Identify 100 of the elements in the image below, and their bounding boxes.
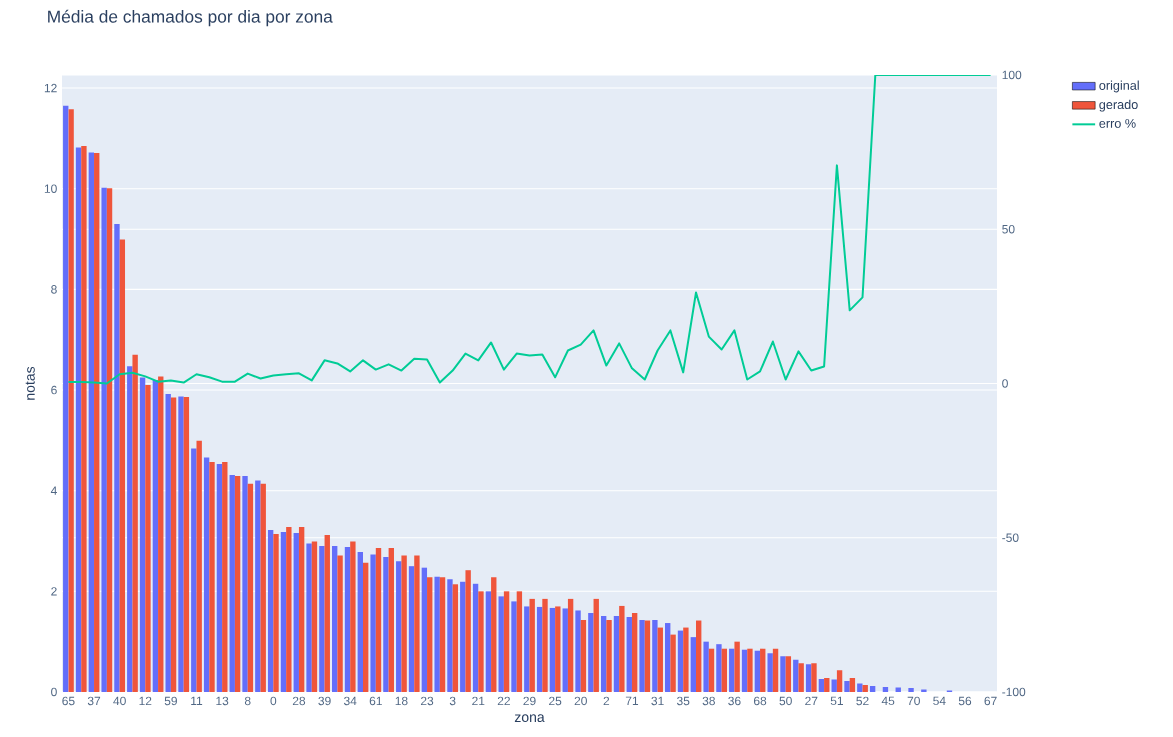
bar <box>665 623 671 692</box>
bar <box>242 476 248 692</box>
x-tick-label: 27 <box>805 696 818 706</box>
bar <box>388 548 394 692</box>
bar <box>734 641 740 692</box>
x-tick-label: 52 <box>856 696 869 706</box>
bar <box>798 663 804 692</box>
x-tick-label: 51 <box>830 696 843 706</box>
bar <box>862 684 868 692</box>
bar <box>332 546 338 692</box>
y2-tick-label: 50 <box>1002 224 1015 234</box>
bar <box>401 555 407 692</box>
bar <box>165 394 171 692</box>
bar <box>760 648 766 692</box>
x-tick-label: 35 <box>676 696 690 706</box>
bar <box>319 546 325 692</box>
bar <box>324 534 330 692</box>
x-tick-label: 65 <box>62 696 75 706</box>
x-tick-label: 22 <box>497 696 510 706</box>
bar <box>460 581 466 692</box>
bar <box>498 596 504 692</box>
x-tick-label: 68 <box>753 696 767 706</box>
bar <box>549 607 556 692</box>
bar <box>631 612 638 692</box>
bar <box>357 552 363 692</box>
bar <box>434 576 440 692</box>
bar <box>363 562 369 692</box>
bar <box>414 555 420 692</box>
bar <box>421 567 428 692</box>
y-tick-label: 0 <box>51 687 57 697</box>
bar <box>234 476 241 692</box>
bar <box>882 686 889 692</box>
y-tick-label: 10 <box>44 184 57 193</box>
bar <box>63 105 69 692</box>
bar <box>478 591 484 692</box>
bar <box>580 620 587 692</box>
bar <box>286 526 292 692</box>
legend-label: gerado <box>1099 99 1138 112</box>
bar <box>529 598 535 692</box>
bar <box>196 440 202 692</box>
y2-tick-label: -50 <box>1002 533 1019 542</box>
bar <box>844 680 850 692</box>
bar <box>729 648 735 692</box>
bar <box>908 687 914 692</box>
bar <box>152 379 159 692</box>
bar <box>703 641 709 692</box>
bar <box>491 577 497 692</box>
legend-label: original <box>1099 80 1139 93</box>
bar <box>370 554 376 692</box>
bar <box>447 579 453 692</box>
y2-tick-label: 0 <box>1002 379 1008 388</box>
bar <box>811 663 817 692</box>
bar <box>600 615 607 692</box>
bar <box>383 557 389 692</box>
x-tick-label: 18 <box>395 696 408 706</box>
bar <box>562 608 568 692</box>
y-tick-label: 12 <box>44 83 57 93</box>
x-tick-label: 3 <box>449 696 456 706</box>
bar <box>132 354 138 692</box>
x-tick-label: 13 <box>216 696 229 706</box>
bar <box>75 147 82 692</box>
x-tick-label: 2 <box>603 696 610 706</box>
x-tick-label: 28 <box>292 696 306 706</box>
x-tick-label: 45 <box>881 696 895 706</box>
bar <box>216 464 223 692</box>
bar <box>516 591 523 692</box>
bar <box>503 591 510 692</box>
y2-tick-label: -100 <box>1002 687 1026 697</box>
bar <box>619 605 625 692</box>
bar <box>785 656 792 692</box>
bar <box>670 634 676 692</box>
bar <box>831 679 837 692</box>
bar <box>626 617 632 692</box>
bar <box>818 678 825 692</box>
bar <box>396 561 402 692</box>
bar <box>780 656 786 692</box>
bar <box>606 620 612 692</box>
x-tick-label: 59 <box>164 696 177 706</box>
bar <box>298 526 305 692</box>
bar <box>158 376 164 692</box>
bar <box>191 448 197 692</box>
bar <box>741 649 748 692</box>
bar <box>716 644 722 692</box>
x-tick-label: 40 <box>113 696 126 706</box>
bar <box>754 650 761 692</box>
bar <box>857 683 863 692</box>
x-tick-label: 21 <box>472 696 485 706</box>
bar <box>536 606 543 692</box>
bar <box>747 648 753 692</box>
bar <box>229 475 235 692</box>
bar <box>222 461 228 692</box>
bar <box>644 620 651 692</box>
bar <box>145 385 151 692</box>
bar <box>639 620 645 692</box>
bar <box>567 598 574 692</box>
bar <box>183 397 190 692</box>
bar <box>613 615 620 692</box>
bar <box>511 601 517 692</box>
bar <box>170 397 177 692</box>
x-tick-label: 25 <box>549 696 562 706</box>
